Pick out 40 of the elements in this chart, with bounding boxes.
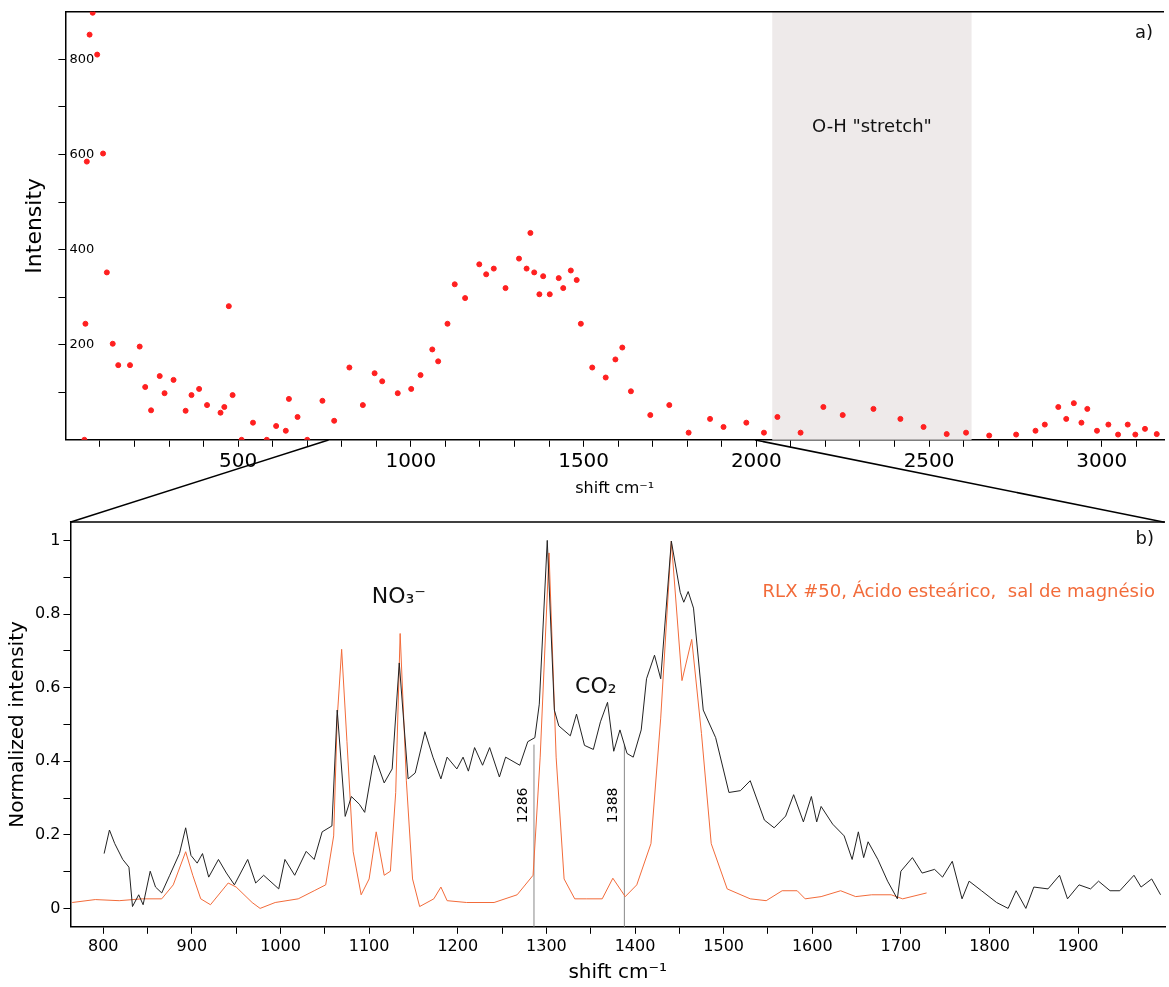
x-tick-label: 2000 xyxy=(730,448,782,472)
x-tick-label: 1200 xyxy=(437,935,479,955)
x-tick-label: 1000 xyxy=(260,935,301,955)
x-tick-label: 1700 xyxy=(880,935,922,955)
x-tick-label: 1600 xyxy=(791,935,833,955)
x-tick-label: 1500 xyxy=(703,935,744,955)
y-tick-label: 1 xyxy=(50,529,61,549)
y-tick-label: 200 xyxy=(69,336,95,352)
x-tick-label: 2500 xyxy=(903,448,955,472)
annotation: a) xyxy=(1134,21,1154,43)
y-tick-label: 0 xyxy=(50,897,61,917)
annotation: NO₃⁻ xyxy=(371,583,426,609)
annotation: b) xyxy=(1135,526,1155,548)
y-tick-label: 800 xyxy=(69,50,95,66)
ref-line-label: 1388 xyxy=(604,787,621,824)
x-tick-label: 800 xyxy=(87,935,119,955)
x-tick-label: 1500 xyxy=(558,448,610,472)
y-tick-label: 400 xyxy=(69,240,95,256)
x-tick-label: 1400 xyxy=(614,935,656,955)
x-tick-label: 500 xyxy=(219,448,258,472)
y-tick-label: 600 xyxy=(69,145,95,161)
band-label: O-H "stretch" xyxy=(811,115,932,137)
y-axis-title: Intensity xyxy=(20,177,46,274)
y-tick-label: 0.8 xyxy=(34,603,61,623)
y-tick-label: 0.2 xyxy=(34,823,61,843)
x-tick-label: 3000 xyxy=(1076,448,1128,472)
y-tick-label: 0.6 xyxy=(34,676,61,696)
x-tick-label: 1000 xyxy=(385,448,437,472)
annotation: CO₂ xyxy=(575,672,617,698)
ref-line-label: 1286 xyxy=(513,787,530,824)
x-tick-label: 900 xyxy=(176,935,208,955)
x-tick-label: 1100 xyxy=(348,935,390,955)
x-axis-title: shift cm⁻¹ xyxy=(575,477,655,497)
y-axis-title: Normalized intensity xyxy=(4,620,29,828)
x-tick-label: 1900 xyxy=(1057,935,1099,955)
x-axis-title: shift cm⁻¹ xyxy=(568,959,668,984)
x-tick-label: 1300 xyxy=(526,935,567,955)
x-tick-label: 1800 xyxy=(969,935,1010,955)
y-tick-label: 0.4 xyxy=(34,750,61,770)
text: RLX #50, Ácido esteárico, sal de magnésio xyxy=(762,579,1155,601)
